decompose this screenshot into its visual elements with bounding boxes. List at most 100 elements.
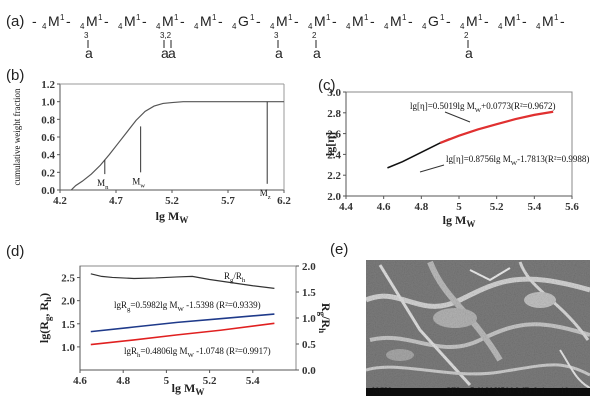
y-axis-label: lg(Rg​, Rh​)	[37, 293, 53, 343]
unit-linkage: 4	[232, 22, 237, 31]
series-line	[90, 313, 275, 333]
sem-info-item: NCU	[372, 386, 392, 396]
y-tick-label: 0.2	[41, 167, 55, 179]
unit-branch: 3,2 a a	[160, 31, 176, 61]
y-tick-label: 2.5	[61, 273, 75, 285]
unit-linkage: 4	[536, 22, 541, 31]
branch-residue: a	[313, 45, 321, 61]
unit-superscript: 1	[554, 13, 559, 22]
branch-residue: a	[275, 45, 283, 61]
unit-superscript: 1	[212, 13, 217, 22]
fit-equation-1: lgRg​=0.5982lg MW​ -1.5398 (R²=0.9339)	[114, 300, 261, 313]
x-tick-label: 5.7	[221, 195, 235, 207]
sequence-dash: -	[408, 13, 413, 29]
y-tick-label: 1.0	[61, 342, 75, 354]
y-tick-label: 3.0	[327, 87, 341, 99]
panel-c: (c) 4.4 4.6 4.8 5 5.2 5.4 5.6 2.0 2.2 2.4 2.6 2.8 3.…	[318, 77, 589, 229]
sequence-dash: -	[484, 13, 489, 29]
sem-info-bar	[366, 388, 590, 396]
x-tick-label: 4.6	[73, 375, 87, 387]
unit-residue: M	[162, 13, 174, 29]
series-line	[90, 322, 275, 346]
series-line	[439, 110, 554, 144]
sequence-dash: -	[332, 13, 337, 29]
unit-residue: M	[86, 13, 98, 29]
unit-residue: M	[466, 13, 478, 29]
sequence-unit: 4 M 13a-	[80, 13, 109, 61]
sem-micrograph: NCU SEI 5.0kV X500 WD 8.4mm 10μm	[364, 260, 591, 396]
unit-superscript: 1	[136, 13, 141, 22]
sequence-dash: -	[522, 13, 527, 29]
y-right-axis-label: Rg​/Rh​	[317, 303, 333, 333]
x-tick-label: 5	[164, 375, 170, 387]
panel-label-a: (a)	[6, 13, 24, 30]
y-tick-label: 2.8	[327, 108, 341, 120]
unit-superscript: 1	[402, 13, 407, 22]
unit-residue: M	[48, 13, 60, 29]
panel-label-e: (e)	[330, 241, 348, 258]
unit-linkage: 4	[384, 22, 389, 31]
unit-linkage: 4	[422, 22, 427, 31]
sem-info-item: WD 8.4mm	[516, 386, 559, 396]
sequence-dash: -	[256, 13, 261, 29]
x-tick-label: 4.8	[116, 375, 130, 387]
unit-linkage: 4	[156, 22, 161, 31]
unit-linkage: 4	[270, 22, 275, 31]
sequence-dash: -	[370, 13, 375, 29]
unit-branch: 3a	[84, 31, 93, 61]
unit-residue: M	[124, 13, 136, 29]
y-axis-label: cumulative weight fraction	[12, 88, 22, 185]
sequence-unit: 4 M 12a-	[460, 13, 489, 61]
chart-b: 4.2 4.7 5.2 5.7 6.2 0.0 0.2 0.4 0.6 0.8 1.0 1.2 Mn​ M…	[12, 79, 291, 225]
y-tick-label: 2.4	[327, 149, 341, 161]
sequence-dash: -	[142, 13, 147, 29]
y-tick-label: 2.0	[61, 296, 75, 308]
unit-superscript: 1	[478, 13, 483, 22]
unit-superscript: 1	[326, 13, 331, 22]
sem-info-text: NCU SEI 5.0kV X500 WD 8.4mm 10μm	[372, 386, 581, 396]
sequence-dash: -	[180, 13, 185, 29]
unit-linkage: 4	[42, 22, 47, 31]
sem-info-item: 5.0kV	[470, 386, 493, 396]
fit-equation-2: lgRh​=0.4806lg MW​ -1.0748 (R²=0.9917)	[124, 346, 271, 359]
marker-label: Mw​	[132, 176, 145, 189]
chart-c: 4.4 4.6 4.8 5 5.2 5.4 5.6 2.0 2.2 2.4 2.6 2.8 3.0 lg[…	[323, 87, 589, 229]
sequence-dash: -	[294, 13, 299, 29]
branch-residue: a	[168, 45, 176, 61]
chart-d: 4.6 4.8 5 5.2 5.4 1.0 1.5 2.0 2.5 0.0 0.5 1.0 1.5 2.0…	[37, 261, 333, 397]
y-right-tick-label: 2.0	[302, 261, 316, 273]
y-right-tick-label: 1.0	[302, 313, 316, 325]
sequence-dash: -	[446, 13, 451, 29]
x-tick-label: 4.8	[414, 201, 428, 213]
unit-linkage: 4	[80, 22, 85, 31]
branch-positions: 2	[312, 31, 317, 40]
sem-info-item: SEI	[446, 386, 460, 396]
x-tick-label: 4.2	[53, 195, 67, 207]
sequence-dash: -	[66, 13, 71, 29]
branch-residue: a	[161, 45, 169, 61]
sem-info-item: 10μm	[560, 386, 581, 396]
x-tick-label: 5.4	[527, 201, 541, 213]
panel-e: (e) NCU SEI 5.0kV X500 WD 8.4mm 10μm	[330, 241, 591, 396]
sequence-unit: 4 M 13a-	[270, 13, 299, 61]
unit-residue: G	[238, 13, 249, 29]
y-tick-label: 0.6	[41, 132, 55, 144]
unit-linkage: 4	[308, 22, 313, 31]
unit-superscript: 1	[98, 13, 103, 22]
unit-residue: M	[352, 13, 364, 29]
x-tick-label: 5	[456, 201, 462, 213]
annotation-pointer	[419, 164, 445, 173]
y-axis-label: lg[η]	[323, 132, 337, 156]
unit-residue: M	[200, 13, 212, 29]
unit-branch: 3a	[274, 31, 283, 61]
unit-superscript: 1	[288, 13, 293, 22]
y-tick-label: 0.4	[41, 150, 55, 162]
x-tick-label: 5.2	[490, 201, 504, 213]
series-line	[70, 101, 284, 191]
unit-residue: M	[542, 13, 554, 29]
